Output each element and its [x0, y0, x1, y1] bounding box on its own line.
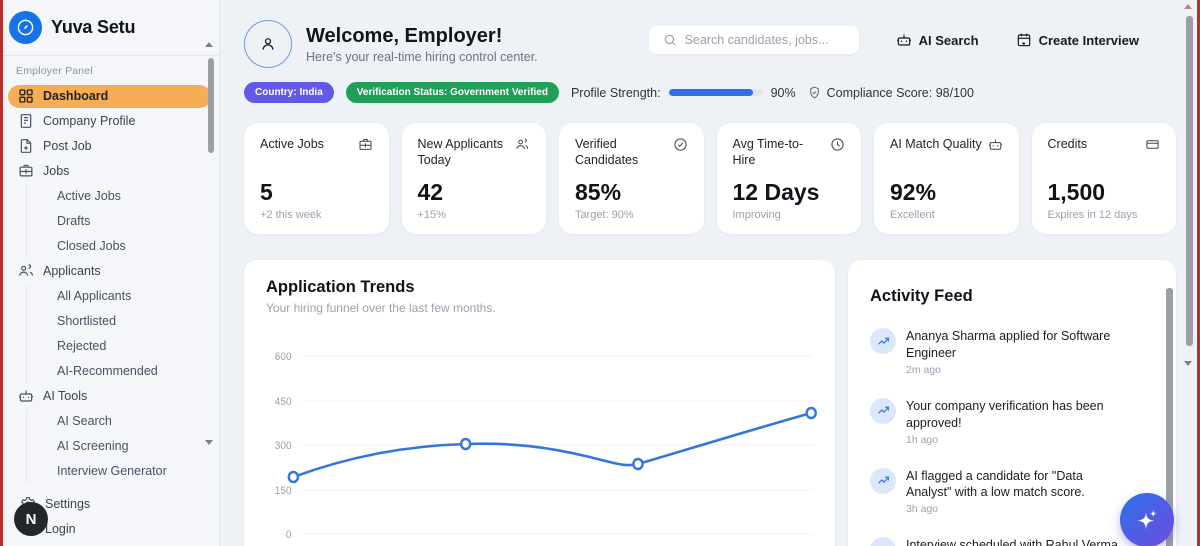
svg-text:600: 600	[275, 351, 292, 364]
svg-text:0: 0	[286, 529, 292, 542]
svg-text:450: 450	[275, 396, 292, 409]
svg-text:150: 150	[275, 485, 292, 498]
svg-text:300: 300	[275, 440, 292, 453]
